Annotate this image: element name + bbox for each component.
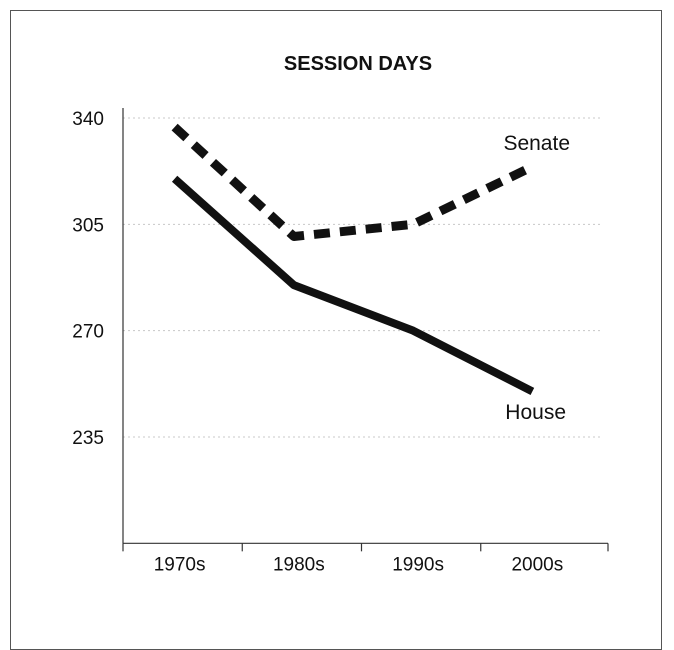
series-layer <box>171 123 535 395</box>
series-line-senate <box>171 123 535 241</box>
y-tick-label-270: 270 <box>72 322 104 343</box>
y-tick-label-340: 340 <box>72 109 104 130</box>
session-days-chart: SESSION DAYS 340 305 270 235 1970s 1980s 1990s… <box>72 53 609 575</box>
x-tick-label-2000s: 2000s <box>511 554 563 575</box>
x-tick-label-1990s: 1990s <box>392 554 444 575</box>
y-tick-label-305: 305 <box>72 215 104 236</box>
series-label-senate: Senate <box>503 132 570 155</box>
chart-title: SESSION DAYS <box>284 53 432 75</box>
x-tick-label-1970s: 1970s <box>154 554 206 575</box>
y-tick-label-235: 235 <box>72 428 104 449</box>
series-label-house: House <box>505 401 566 424</box>
series-line-house <box>171 175 535 395</box>
x-tick-label-1980s: 1980s <box>273 554 325 575</box>
axis-layer: 340 305 270 235 1970s 1980s 1990s 2000s <box>72 108 609 575</box>
label-layer: Senate House <box>503 132 570 424</box>
